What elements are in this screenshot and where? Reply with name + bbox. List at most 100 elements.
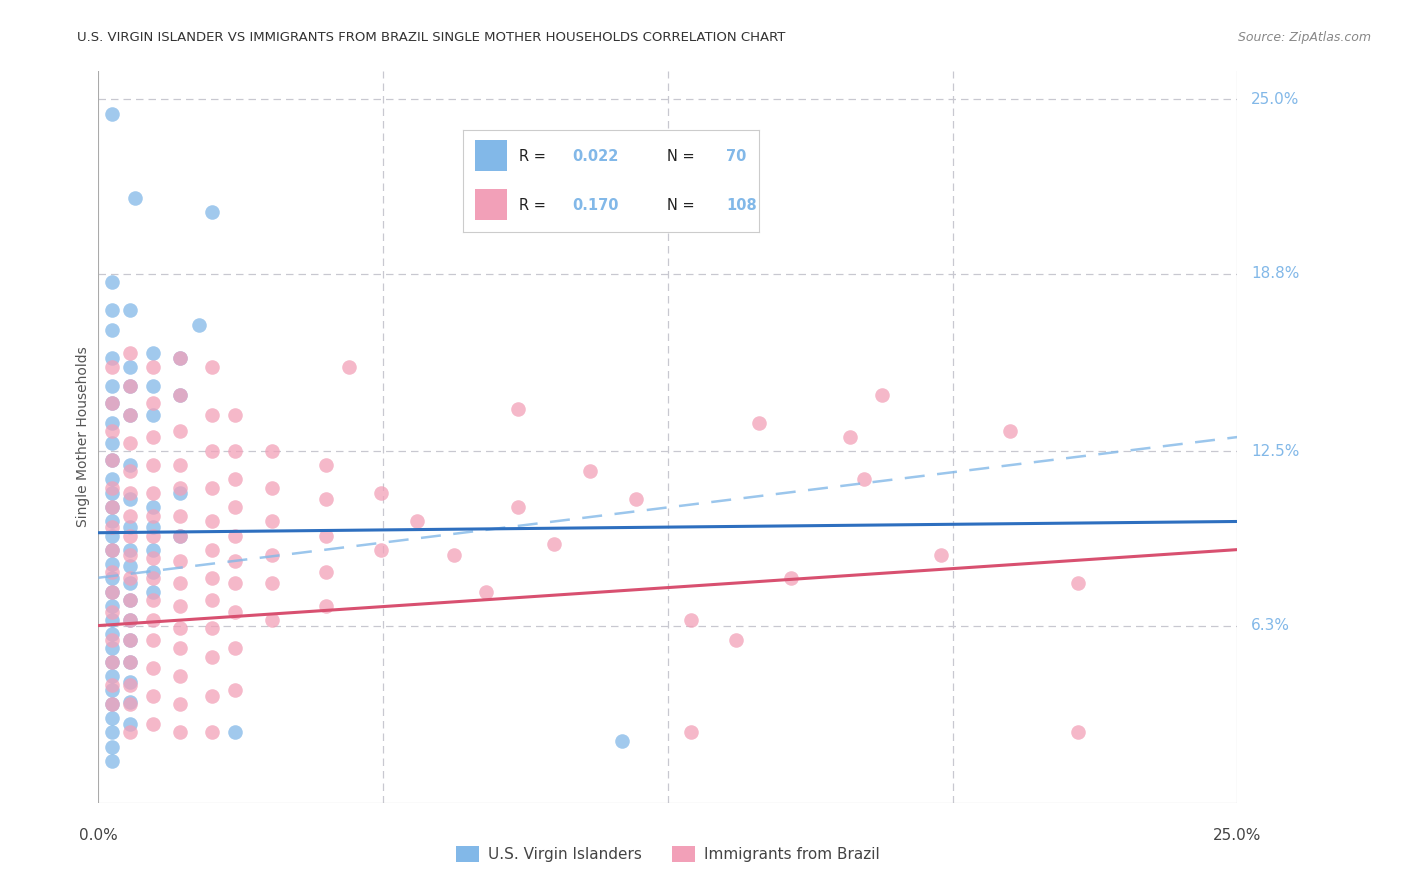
Point [337, 359, 360, 374]
Point [101, 528, 124, 542]
Point [187, 318, 209, 332]
Point [201, 515, 224, 529]
Point [142, 632, 165, 647]
Text: 25.0%: 25.0% [1251, 92, 1299, 107]
Point [852, 472, 875, 486]
Point [224, 444, 246, 458]
Point [1067, 576, 1090, 591]
Point [169, 669, 191, 683]
Point [101, 452, 124, 467]
Point [101, 613, 124, 627]
Point [101, 605, 124, 619]
Point [120, 345, 142, 359]
Point [201, 444, 224, 458]
Point [120, 576, 142, 591]
Point [870, 388, 893, 402]
Point [224, 725, 246, 739]
Point [101, 739, 124, 754]
Point [624, 491, 647, 506]
Point [370, 542, 392, 557]
Text: U.S. VIRGIN ISLANDER VS IMMIGRANTS FROM BRAZIL SINGLE MOTHER HOUSEHOLDS CORRELAT: U.S. VIRGIN ISLANDER VS IMMIGRANTS FROM … [77, 31, 786, 45]
Point [142, 593, 165, 607]
Point [101, 435, 124, 450]
Point [101, 655, 124, 669]
Point [169, 621, 191, 635]
Point [101, 425, 124, 439]
Point [929, 548, 952, 562]
Point [101, 542, 124, 557]
Point [201, 593, 224, 607]
Point [201, 408, 224, 422]
Point [101, 754, 124, 768]
Point [748, 416, 770, 430]
Point [370, 486, 392, 500]
Text: 12.5%: 12.5% [1251, 443, 1299, 458]
Point [169, 528, 191, 542]
Point [101, 599, 124, 613]
Point [201, 725, 224, 739]
Point [101, 486, 124, 500]
Point [169, 599, 191, 613]
Point [101, 641, 124, 656]
Point [142, 458, 165, 473]
Point [101, 520, 124, 534]
Point [101, 584, 124, 599]
Point [101, 515, 124, 529]
Point [201, 571, 224, 585]
Point [169, 388, 191, 402]
Point [612, 734, 634, 748]
Point [224, 554, 246, 568]
Text: 6.3%: 6.3% [1251, 618, 1291, 633]
Point [142, 542, 165, 557]
Point [142, 584, 165, 599]
Point [101, 655, 124, 669]
Point [406, 515, 429, 529]
Point [120, 613, 142, 627]
Point [169, 481, 191, 495]
Point [101, 571, 124, 585]
Point [142, 408, 165, 422]
Point [260, 481, 283, 495]
Point [169, 554, 191, 568]
Point [169, 698, 191, 712]
Point [169, 351, 191, 366]
Point [169, 425, 191, 439]
Point [779, 571, 801, 585]
Point [120, 458, 142, 473]
Point [101, 542, 124, 557]
Point [120, 571, 142, 585]
Point [142, 486, 165, 500]
Point [443, 548, 465, 562]
Point [142, 500, 165, 515]
Point [101, 396, 124, 410]
Point [224, 576, 246, 591]
Point [725, 632, 748, 647]
Point [169, 388, 191, 402]
Point [120, 694, 142, 708]
Point [101, 683, 124, 698]
Point [142, 379, 165, 393]
Point [120, 435, 142, 450]
Point [120, 464, 142, 478]
Point [201, 542, 224, 557]
Point [142, 571, 165, 585]
Point [142, 345, 165, 359]
Point [142, 613, 165, 627]
Point [169, 486, 191, 500]
Point [201, 689, 224, 703]
Point [101, 351, 124, 366]
Point [120, 674, 142, 689]
Text: 25.0%: 25.0% [1213, 828, 1261, 843]
Point [169, 641, 191, 656]
Point [474, 584, 496, 599]
Point [224, 408, 246, 422]
Point [101, 669, 124, 683]
Point [169, 576, 191, 591]
Point [260, 576, 283, 591]
Point [120, 491, 142, 506]
Point [839, 430, 862, 444]
Point [120, 486, 142, 500]
Point [201, 649, 224, 664]
Point [101, 500, 124, 515]
Point [120, 632, 142, 647]
